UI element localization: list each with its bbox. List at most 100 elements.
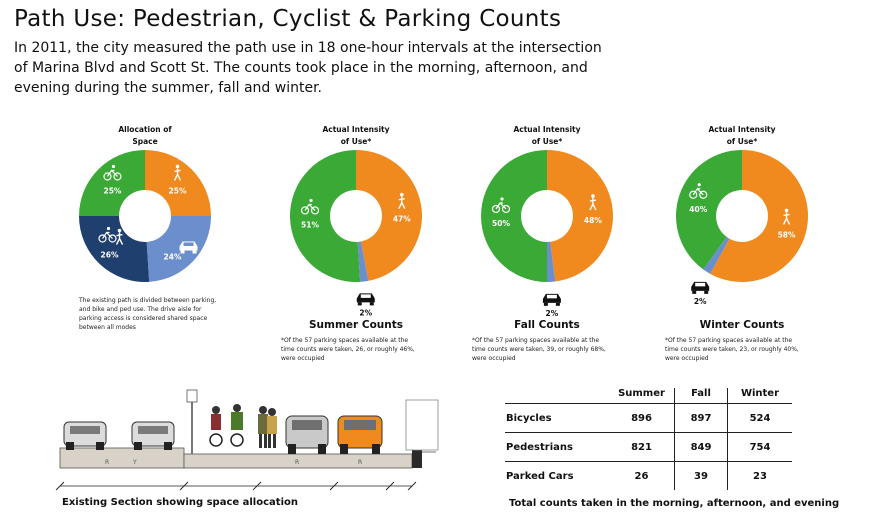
- slice-parking: [703, 237, 730, 274]
- label-pedestrians: 47%: [393, 215, 411, 224]
- moving-car-gray-icon: [285, 415, 329, 454]
- wall-panel: [405, 399, 439, 451]
- winter-note-line-2: time counts were taken, 23, or roughly 4…: [665, 346, 799, 353]
- slice-bicycles: [481, 150, 547, 282]
- pedestrian-icon: [782, 208, 791, 225]
- bicycle-icon: [300, 198, 320, 215]
- slice-pedestrians: [145, 150, 211, 216]
- pedestrian-icon: [115, 228, 124, 245]
- bicycle-icon: [98, 226, 117, 243]
- intro-line-1: In 2011, the city measured the path use …: [14, 40, 602, 56]
- sign-plate: [186, 389, 198, 403]
- cyclist-2-icon: [230, 404, 244, 447]
- table-caption: Total counts taken in the morning, after…: [509, 498, 840, 509]
- winter-note-line-1: *Of the 57 parking spaces available at t…: [665, 337, 793, 344]
- cell-bicycles-fall: 897: [674, 403, 728, 433]
- summer-title-line-1: Actual Intensity: [322, 125, 390, 134]
- label-bicycles: 51%: [301, 220, 319, 229]
- fall-chart-title: Actual Intensity of Use*: [487, 124, 607, 148]
- row-label-parked-cars: Parked Cars: [506, 470, 574, 482]
- col-summer: Summer: [609, 388, 675, 404]
- pedestrian-2-icon: [267, 408, 277, 448]
- slice-pedestrians: [356, 150, 423, 281]
- cell-parked-cars-winter: 23: [753, 470, 767, 482]
- label-bicycles: 50%: [492, 219, 510, 228]
- label-bicycles: 40%: [689, 205, 707, 214]
- winter-donut-chart: 58% 2% 40%: [676, 150, 808, 306]
- slice-bicycles: [676, 150, 742, 270]
- allocation-note-line-2: and bike and ped use. The drive aisle fo…: [79, 306, 202, 313]
- label-pedestrians: 48%: [584, 216, 602, 225]
- winter-caption: Winter Counts: [699, 319, 785, 331]
- cell-pedestrians-summer: 821: [609, 432, 675, 462]
- cell-parked-cars-summer: 26: [609, 461, 675, 490]
- car-icon: [542, 293, 561, 306]
- winter-title-line-2: of Use*: [726, 137, 758, 146]
- lane-label-4: R: [358, 459, 362, 466]
- allocation-note-line-4: between all modes: [79, 324, 136, 331]
- allocation-title-line-1: Allocation of: [118, 125, 172, 134]
- pedestrian-icon: [398, 192, 406, 209]
- moving-car-orange-icon: [337, 415, 383, 454]
- row-label-pedestrians: Pedestrians: [505, 432, 609, 462]
- intro-text: In 2011, the city measured the path use …: [14, 38, 654, 98]
- summer-note: *Of the 57 parking spaces available at t…: [281, 336, 451, 363]
- sign-post: [191, 400, 193, 454]
- allocation-note: The existing path is divided between par…: [79, 296, 239, 332]
- lane-label-3: R: [295, 459, 299, 466]
- car-icon: [179, 241, 198, 254]
- cell-pedestrians-winter: 754: [727, 432, 792, 462]
- slice-parking: [146, 216, 211, 282]
- counts-table: Summer Fall Winter Bicycles 896 897 524 …: [505, 388, 792, 490]
- slice-parking: [357, 241, 369, 282]
- pedestrian-1-icon: [258, 406, 268, 448]
- fall-title-line-2: of Use*: [531, 137, 563, 146]
- col-winter: Winter: [727, 388, 792, 404]
- table-row-bicycles: Bicycles 896 897 524: [505, 403, 792, 433]
- slice-shared: [78, 216, 150, 282]
- cell-pedestrians-fall: 849: [674, 432, 728, 462]
- row-label-bicycles: Bicycles: [505, 403, 609, 433]
- dimension-ticks: [55, 481, 417, 491]
- allocation-donut-chart: 25% 24% 26% 25%: [78, 150, 211, 282]
- winter-title-line-1: Actual Intensity: [708, 125, 776, 134]
- parked-car-1-icon: [63, 421, 107, 450]
- cell-parked-cars-fall: 39: [674, 461, 728, 490]
- label-bicycles: 25%: [103, 186, 121, 195]
- col-fall: Fall: [674, 388, 728, 404]
- label-parking: 24%: [164, 252, 182, 261]
- car-icon: [691, 281, 710, 294]
- cell-bicycles-summer: 896: [609, 403, 675, 433]
- table-row-pedestrians: Pedestrians 821 849 754: [505, 432, 792, 462]
- section-caption: Existing Section showing space allocatio…: [62, 497, 298, 508]
- slice-bicycles: [79, 150, 145, 216]
- table-header-row: Summer Fall Winter: [505, 388, 792, 404]
- curb: [412, 446, 422, 468]
- fall-note-line-3: were occupied: [472, 355, 516, 362]
- fall-caption: Fall Counts: [514, 319, 580, 331]
- fall-donut-chart: 48% 2% 50%: [481, 150, 614, 318]
- lane-label-2: Y: [132, 459, 137, 466]
- slice-bicycles: [290, 150, 361, 282]
- allocation-title-line-2: Space: [132, 137, 158, 146]
- bicycle-icon: [491, 197, 511, 214]
- fall-note: *Of the 57 parking spaces available at t…: [472, 336, 642, 363]
- table-row-parked-cars: Parked Cars 26 39 23: [505, 461, 792, 490]
- label-parking: 2%: [359, 308, 372, 317]
- parked-car-2-icon: [131, 421, 175, 450]
- page-title: Path Use: Pedestrian, Cyclist & Parking …: [14, 6, 562, 32]
- label-pedestrians: 25%: [169, 186, 187, 195]
- fall-note-line-1: *Of the 57 parking spaces available at t…: [472, 337, 600, 344]
- label-pedestrians: 58%: [778, 230, 796, 239]
- summer-donut-chart: 47% 2% 51%: [290, 150, 423, 317]
- label-parking: 2%: [694, 297, 707, 306]
- slice-parking: [547, 241, 556, 282]
- allocation-note-line-1: The existing path is divided between par…: [79, 297, 217, 304]
- summer-title-line-2: of Use*: [340, 137, 372, 146]
- summer-chart-title: Actual Intensity of Use*: [296, 124, 416, 148]
- intro-line-3: evening during the summer, fall and wint…: [14, 80, 322, 96]
- label-shared: 26%: [101, 251, 119, 260]
- parking-platform: [59, 447, 185, 469]
- pedestrian-icon: [589, 194, 597, 211]
- cyclist-1-icon: [209, 406, 223, 447]
